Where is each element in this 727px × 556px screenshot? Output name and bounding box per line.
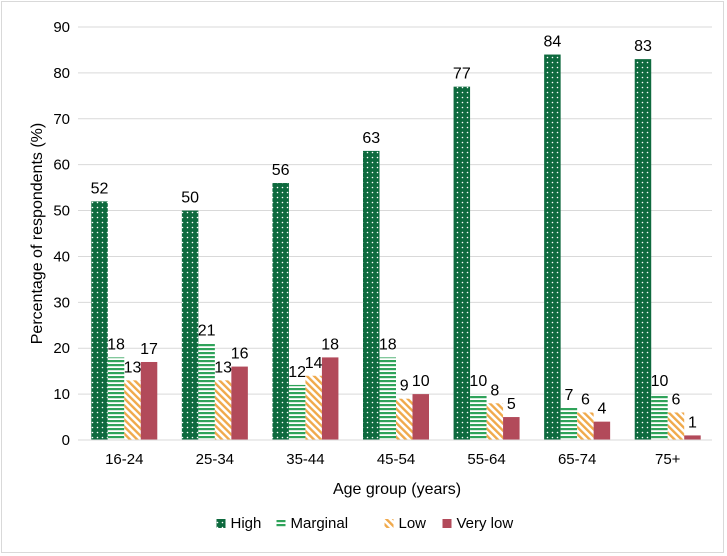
data-label: 52 xyxy=(91,180,109,197)
y-tick-label: 20 xyxy=(53,340,70,357)
data-label: 10 xyxy=(651,373,669,390)
data-label: 77 xyxy=(453,66,471,83)
bar-very-low xyxy=(321,357,339,440)
bar-marginal xyxy=(288,384,306,440)
y-tick-label: 40 xyxy=(53,248,70,265)
bar-low xyxy=(214,380,232,440)
data-label: 5 xyxy=(507,396,516,413)
bar-marginal xyxy=(560,407,578,440)
bar-marginal xyxy=(379,357,396,440)
bar-low xyxy=(486,403,504,440)
legend-label: Marginal xyxy=(291,515,349,532)
bar-low xyxy=(124,380,141,440)
bar-high xyxy=(544,54,561,441)
x-axis-ticks: 16-24 25-34 35-44 45-54 55-64 65-74 75+ xyxy=(105,451,681,468)
bar-high xyxy=(181,210,199,440)
bar-low xyxy=(667,412,685,440)
bar-low xyxy=(577,412,594,440)
data-label: 13 xyxy=(124,359,142,376)
y-tick-label: 90 xyxy=(53,19,70,36)
bar-low xyxy=(305,375,322,440)
y-axis-ticks: 0 10 20 30 40 50 60 70 80 90 xyxy=(53,19,70,449)
data-label: 84 xyxy=(543,34,561,51)
y-tick-label: 30 xyxy=(53,294,70,311)
bar-marginal xyxy=(470,394,487,440)
bar-high xyxy=(453,86,471,441)
x-tick-label: 25-34 xyxy=(196,451,234,468)
data-label: 83 xyxy=(634,38,652,55)
bar-high xyxy=(91,201,108,440)
bar-high xyxy=(363,150,380,440)
bar-very-low xyxy=(593,421,611,440)
y-tick-label: 0 xyxy=(62,432,70,449)
bar-high xyxy=(272,183,289,440)
x-tick-label: 16-24 xyxy=(105,451,143,468)
legend-swatch-marginal xyxy=(276,519,286,528)
data-label: 9 xyxy=(400,378,409,395)
y-tick-label: 60 xyxy=(53,157,70,174)
legend-swatch-low xyxy=(384,519,394,528)
legend-label: High xyxy=(231,515,262,532)
data-label: 10 xyxy=(469,373,487,390)
data-label: 10 xyxy=(412,373,430,390)
data-label: 21 xyxy=(198,323,216,340)
bars xyxy=(91,54,701,441)
y-tick-label: 50 xyxy=(53,203,70,220)
bar-marginal xyxy=(651,394,668,440)
data-label: 4 xyxy=(597,401,606,418)
y-tick-label: 70 xyxy=(53,111,70,128)
data-label: 1 xyxy=(688,414,697,431)
bar-very-low xyxy=(684,435,701,440)
data-label: 63 xyxy=(362,130,380,147)
legend-label: Very low xyxy=(457,515,514,532)
legend-swatch-very-low xyxy=(442,519,452,528)
data-label: 6 xyxy=(672,391,681,408)
bar-low xyxy=(396,398,413,440)
data-label: 50 xyxy=(181,190,199,207)
data-label: 14 xyxy=(305,355,323,372)
x-tick-label: 75+ xyxy=(655,451,681,468)
legend: High Marginal Low Very low xyxy=(216,515,514,532)
y-axis-title: Percentage of respondents (%) xyxy=(29,123,46,344)
bar-marginal xyxy=(107,357,125,440)
data-label: 56 xyxy=(272,162,290,179)
data-label: 13 xyxy=(214,359,232,376)
x-axis-title: Age group (years) xyxy=(333,481,461,498)
data-label: 8 xyxy=(490,382,499,399)
y-tick-label: 80 xyxy=(53,65,70,82)
data-label: 16 xyxy=(231,346,249,363)
y-tick-label: 10 xyxy=(53,386,70,403)
bar-very-low xyxy=(140,361,158,440)
data-label: 6 xyxy=(581,391,590,408)
bar-high xyxy=(634,59,652,440)
bar-very-low xyxy=(503,417,520,440)
data-label: 12 xyxy=(288,364,306,381)
bar-very-low xyxy=(412,394,429,440)
x-tick-label: 55-64 xyxy=(467,451,505,468)
data-label: 7 xyxy=(564,387,573,404)
data-label: 18 xyxy=(107,336,125,353)
bar-very-low xyxy=(231,366,248,440)
x-tick-label: 35-44 xyxy=(286,451,324,468)
legend-label: Low xyxy=(399,515,427,532)
legend-swatch-high xyxy=(216,519,226,528)
bar-marginal xyxy=(198,343,215,440)
data-label: 18 xyxy=(379,336,397,353)
data-label: 17 xyxy=(140,341,158,358)
x-tick-label: 65-74 xyxy=(558,451,596,468)
data-label: 18 xyxy=(321,336,339,353)
x-tick-label: 45-54 xyxy=(377,451,415,468)
